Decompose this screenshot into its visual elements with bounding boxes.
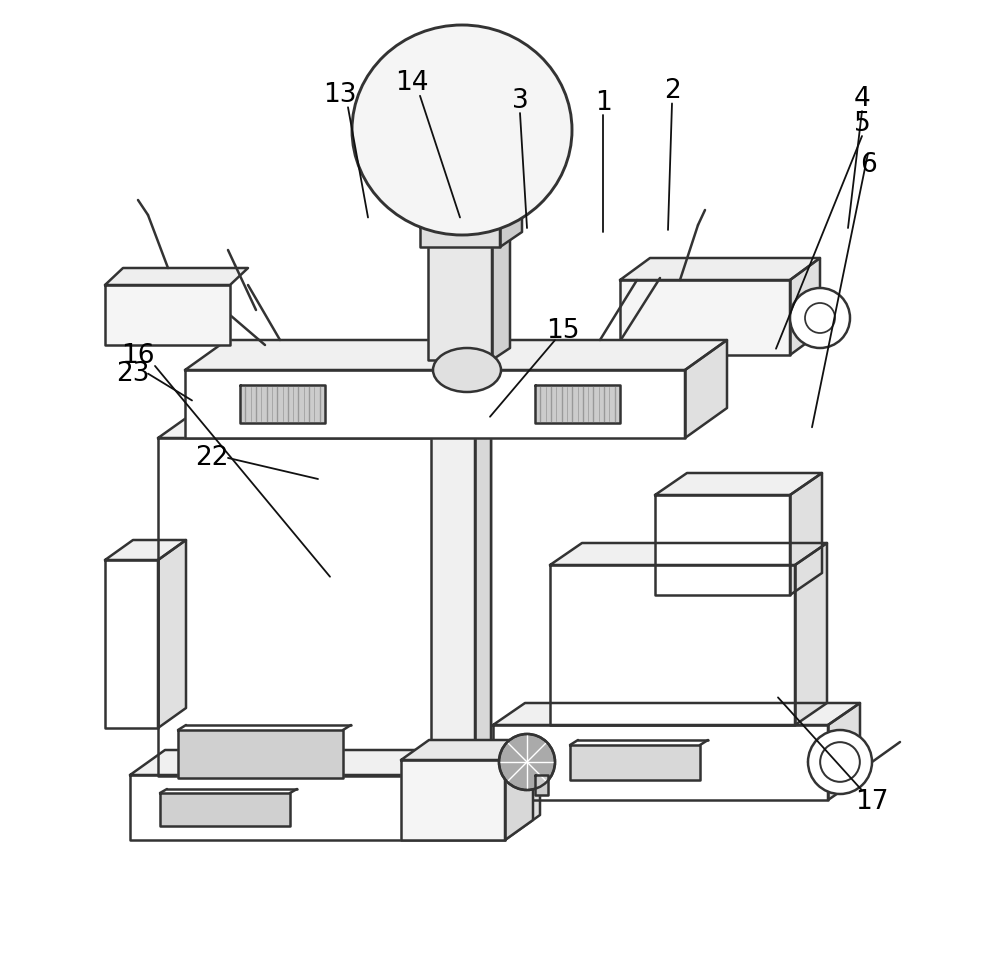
Polygon shape — [828, 703, 860, 800]
Polygon shape — [493, 725, 828, 800]
Polygon shape — [401, 740, 533, 760]
Circle shape — [499, 734, 555, 790]
Polygon shape — [550, 565, 795, 725]
Ellipse shape — [433, 348, 501, 392]
Polygon shape — [685, 340, 727, 438]
Text: 23: 23 — [116, 360, 150, 387]
Polygon shape — [428, 235, 492, 360]
Text: 15: 15 — [546, 317, 580, 344]
Polygon shape — [401, 760, 505, 840]
Polygon shape — [160, 793, 290, 826]
Polygon shape — [130, 775, 505, 840]
Polygon shape — [475, 364, 491, 780]
Polygon shape — [431, 375, 475, 780]
Polygon shape — [655, 473, 822, 495]
Polygon shape — [158, 411, 491, 438]
Text: 17: 17 — [855, 788, 889, 815]
Polygon shape — [105, 560, 158, 728]
Polygon shape — [655, 495, 790, 595]
Polygon shape — [105, 540, 186, 560]
Text: 6: 6 — [860, 151, 876, 178]
Polygon shape — [493, 703, 860, 725]
Polygon shape — [158, 438, 453, 776]
Text: 1: 1 — [595, 89, 611, 116]
Polygon shape — [795, 543, 827, 725]
Polygon shape — [158, 540, 186, 728]
Text: 3: 3 — [512, 87, 528, 114]
Polygon shape — [105, 268, 248, 285]
Polygon shape — [535, 385, 620, 423]
Text: 14: 14 — [395, 70, 429, 97]
Polygon shape — [500, 212, 522, 247]
Circle shape — [820, 742, 860, 782]
Polygon shape — [420, 227, 500, 247]
Polygon shape — [790, 473, 822, 595]
Polygon shape — [505, 740, 533, 840]
Ellipse shape — [352, 25, 572, 235]
Text: 16: 16 — [121, 343, 155, 370]
Polygon shape — [505, 750, 540, 840]
Polygon shape — [130, 750, 540, 775]
Polygon shape — [105, 285, 230, 345]
Polygon shape — [431, 364, 491, 375]
Circle shape — [790, 288, 850, 348]
Text: 2: 2 — [664, 78, 680, 104]
Polygon shape — [620, 280, 790, 355]
Polygon shape — [535, 775, 548, 795]
Polygon shape — [550, 543, 827, 565]
Polygon shape — [185, 340, 727, 370]
Polygon shape — [453, 411, 491, 776]
Polygon shape — [570, 745, 700, 780]
Text: 4: 4 — [854, 85, 870, 112]
Polygon shape — [492, 223, 510, 360]
Polygon shape — [240, 385, 325, 423]
Text: 5: 5 — [854, 110, 870, 137]
Circle shape — [808, 730, 872, 794]
Text: 22: 22 — [195, 445, 229, 471]
Circle shape — [805, 303, 835, 333]
Polygon shape — [790, 258, 820, 355]
Polygon shape — [185, 370, 685, 438]
Polygon shape — [620, 258, 820, 280]
Text: 13: 13 — [323, 81, 357, 108]
Polygon shape — [178, 730, 343, 778]
